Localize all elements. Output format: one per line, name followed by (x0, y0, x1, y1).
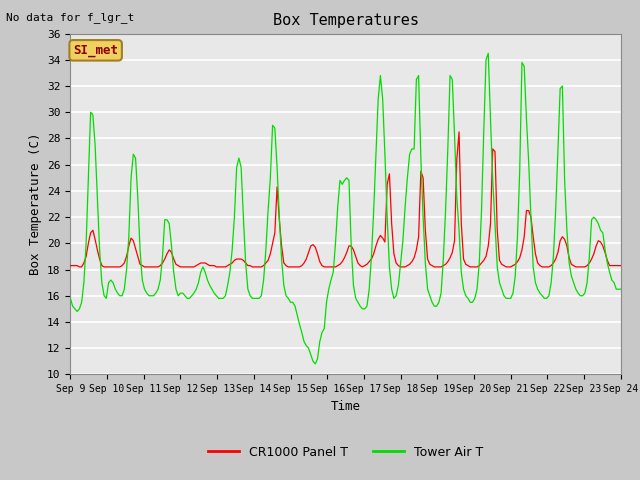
Text: SI_met: SI_met (73, 44, 118, 57)
X-axis label: Time: Time (331, 400, 360, 413)
Y-axis label: Box Temperature (C): Box Temperature (C) (29, 133, 42, 275)
Text: No data for f_lgr_t: No data for f_lgr_t (6, 12, 134, 23)
Legend: CR1000 Panel T, Tower Air T: CR1000 Panel T, Tower Air T (203, 441, 488, 464)
Title: Box Temperatures: Box Temperatures (273, 13, 419, 28)
